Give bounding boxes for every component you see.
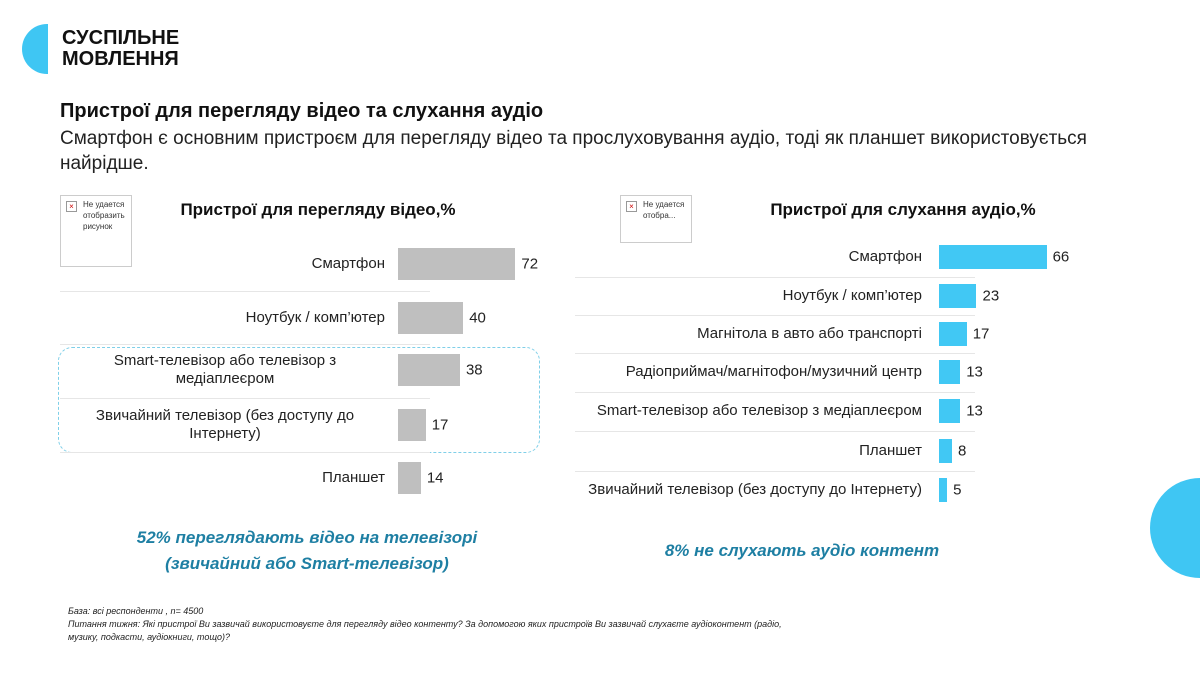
bar <box>939 284 977 308</box>
bar <box>939 322 967 346</box>
value-label: 23 <box>982 287 1000 305</box>
category-text: Smart-телевізор або телевізор з медіапле… <box>113 352 337 387</box>
bar <box>939 360 961 384</box>
bar <box>398 354 460 386</box>
category-text: Звичайний телевізор (без доступу до Інте… <box>588 481 922 498</box>
decor-circle <box>1150 478 1200 578</box>
separator <box>575 391 975 393</box>
chart-note: 52% переглядають відео на телевізорі (зв… <box>136 528 478 573</box>
chart-title: Пристрої для слухання аудіо,% <box>770 200 1036 219</box>
footnotes: База: всі респонденти , n= 4500 Питання … <box>68 605 788 644</box>
value-label: 38 <box>465 361 483 379</box>
separator <box>575 470 975 472</box>
category-text: Звичайний телевізор (без доступу до Інте… <box>95 407 355 442</box>
category-text: Smart-телевізор або телевізор з медіапле… <box>596 402 922 419</box>
chart-note: 8% не слухають аудіо контент <box>664 541 940 560</box>
value-label: 13 <box>966 363 983 381</box>
value-label: 8 <box>958 442 967 460</box>
category-label: Звичайний телевізор (без доступу до Інте… <box>0 407 385 443</box>
chart-title: Пристрої для перегляду відео,% <box>180 200 456 219</box>
value-label: 13 <box>966 402 983 420</box>
highlight-box <box>58 347 540 453</box>
bar <box>398 248 516 280</box>
category-label: Магнітола в авто або транспорті <box>522 325 922 343</box>
bar <box>398 462 421 494</box>
separator <box>60 291 430 292</box>
value-label: 17 <box>972 325 990 343</box>
category-label: Планшет <box>522 442 922 460</box>
separator <box>60 451 430 453</box>
bar <box>939 399 961 423</box>
separator <box>60 397 430 399</box>
footnote: Питання тижня: Які пристрої Ви зазвичай … <box>68 619 782 642</box>
category-label: Смартфон <box>522 248 922 266</box>
category-label: Радіоприймач/магнітофон/музичний центр <box>522 363 922 381</box>
separator <box>575 315 975 316</box>
category-text: Смартфон <box>848 248 922 265</box>
separator <box>575 353 975 354</box>
value-label: 14 <box>426 469 444 487</box>
category-label: Звичайний телевізор (без доступу до Інте… <box>522 481 922 499</box>
bar <box>939 439 953 463</box>
logo-text: СУСПІЛЬНЕ <box>62 27 180 49</box>
category-text: Радіоприймач/магнітофон/музичний центр <box>625 363 922 380</box>
category-label: Смартфон <box>0 255 385 273</box>
category-text: Планшет <box>322 469 385 486</box>
value-label: 17 <box>431 416 449 434</box>
separator <box>60 344 430 345</box>
value-label: 5 <box>953 481 962 499</box>
separator <box>575 431 975 432</box>
category-label: Планшет <box>0 469 385 487</box>
logo: СУСПІЛЬНЕ МОВЛЕННЯ <box>62 28 179 70</box>
image-placeholder: × Не удается отобра... <box>620 195 692 243</box>
value-label: 66 <box>1052 248 1070 266</box>
separator <box>575 276 975 278</box>
category-text: Ноутбук / комп’ютер <box>245 309 385 326</box>
category-label: Ноутбук / комп’ютер <box>522 287 922 305</box>
subtitle: Смартфон є основним пристроєм для перегл… <box>60 128 1087 174</box>
placeholder-text: Не удается отобра... <box>643 200 685 220</box>
category-label: Smart-телевізор або телевізор з медіапле… <box>522 402 922 420</box>
image-placeholder: × Не удается отобразить рисунок <box>60 195 132 267</box>
category-text: Ноутбук / комп’ютер <box>782 287 922 304</box>
footnote: База: всі респонденти , n= 4500 <box>68 606 204 616</box>
value-label: 40 <box>469 309 486 327</box>
bar <box>398 302 464 334</box>
bar <box>398 409 426 441</box>
category-text: Планшет <box>859 442 922 459</box>
logo-text: МОВЛЕННЯ <box>62 48 179 70</box>
category-text: Магнітола в авто або транспорті <box>697 325 922 342</box>
placeholder-text: Не удается отобразить рисунок <box>83 200 125 231</box>
category-text: Смартфон <box>311 255 385 272</box>
category-label: Smart-телевізор або телевізор з медіапле… <box>0 352 385 388</box>
bar <box>939 245 1047 269</box>
bar <box>939 478 948 502</box>
value-label: 72 <box>521 255 539 273</box>
category-label: Ноутбук / комп’ютер <box>0 309 385 327</box>
headline: Пристрої для перегляду відео та слухання… <box>60 100 544 122</box>
